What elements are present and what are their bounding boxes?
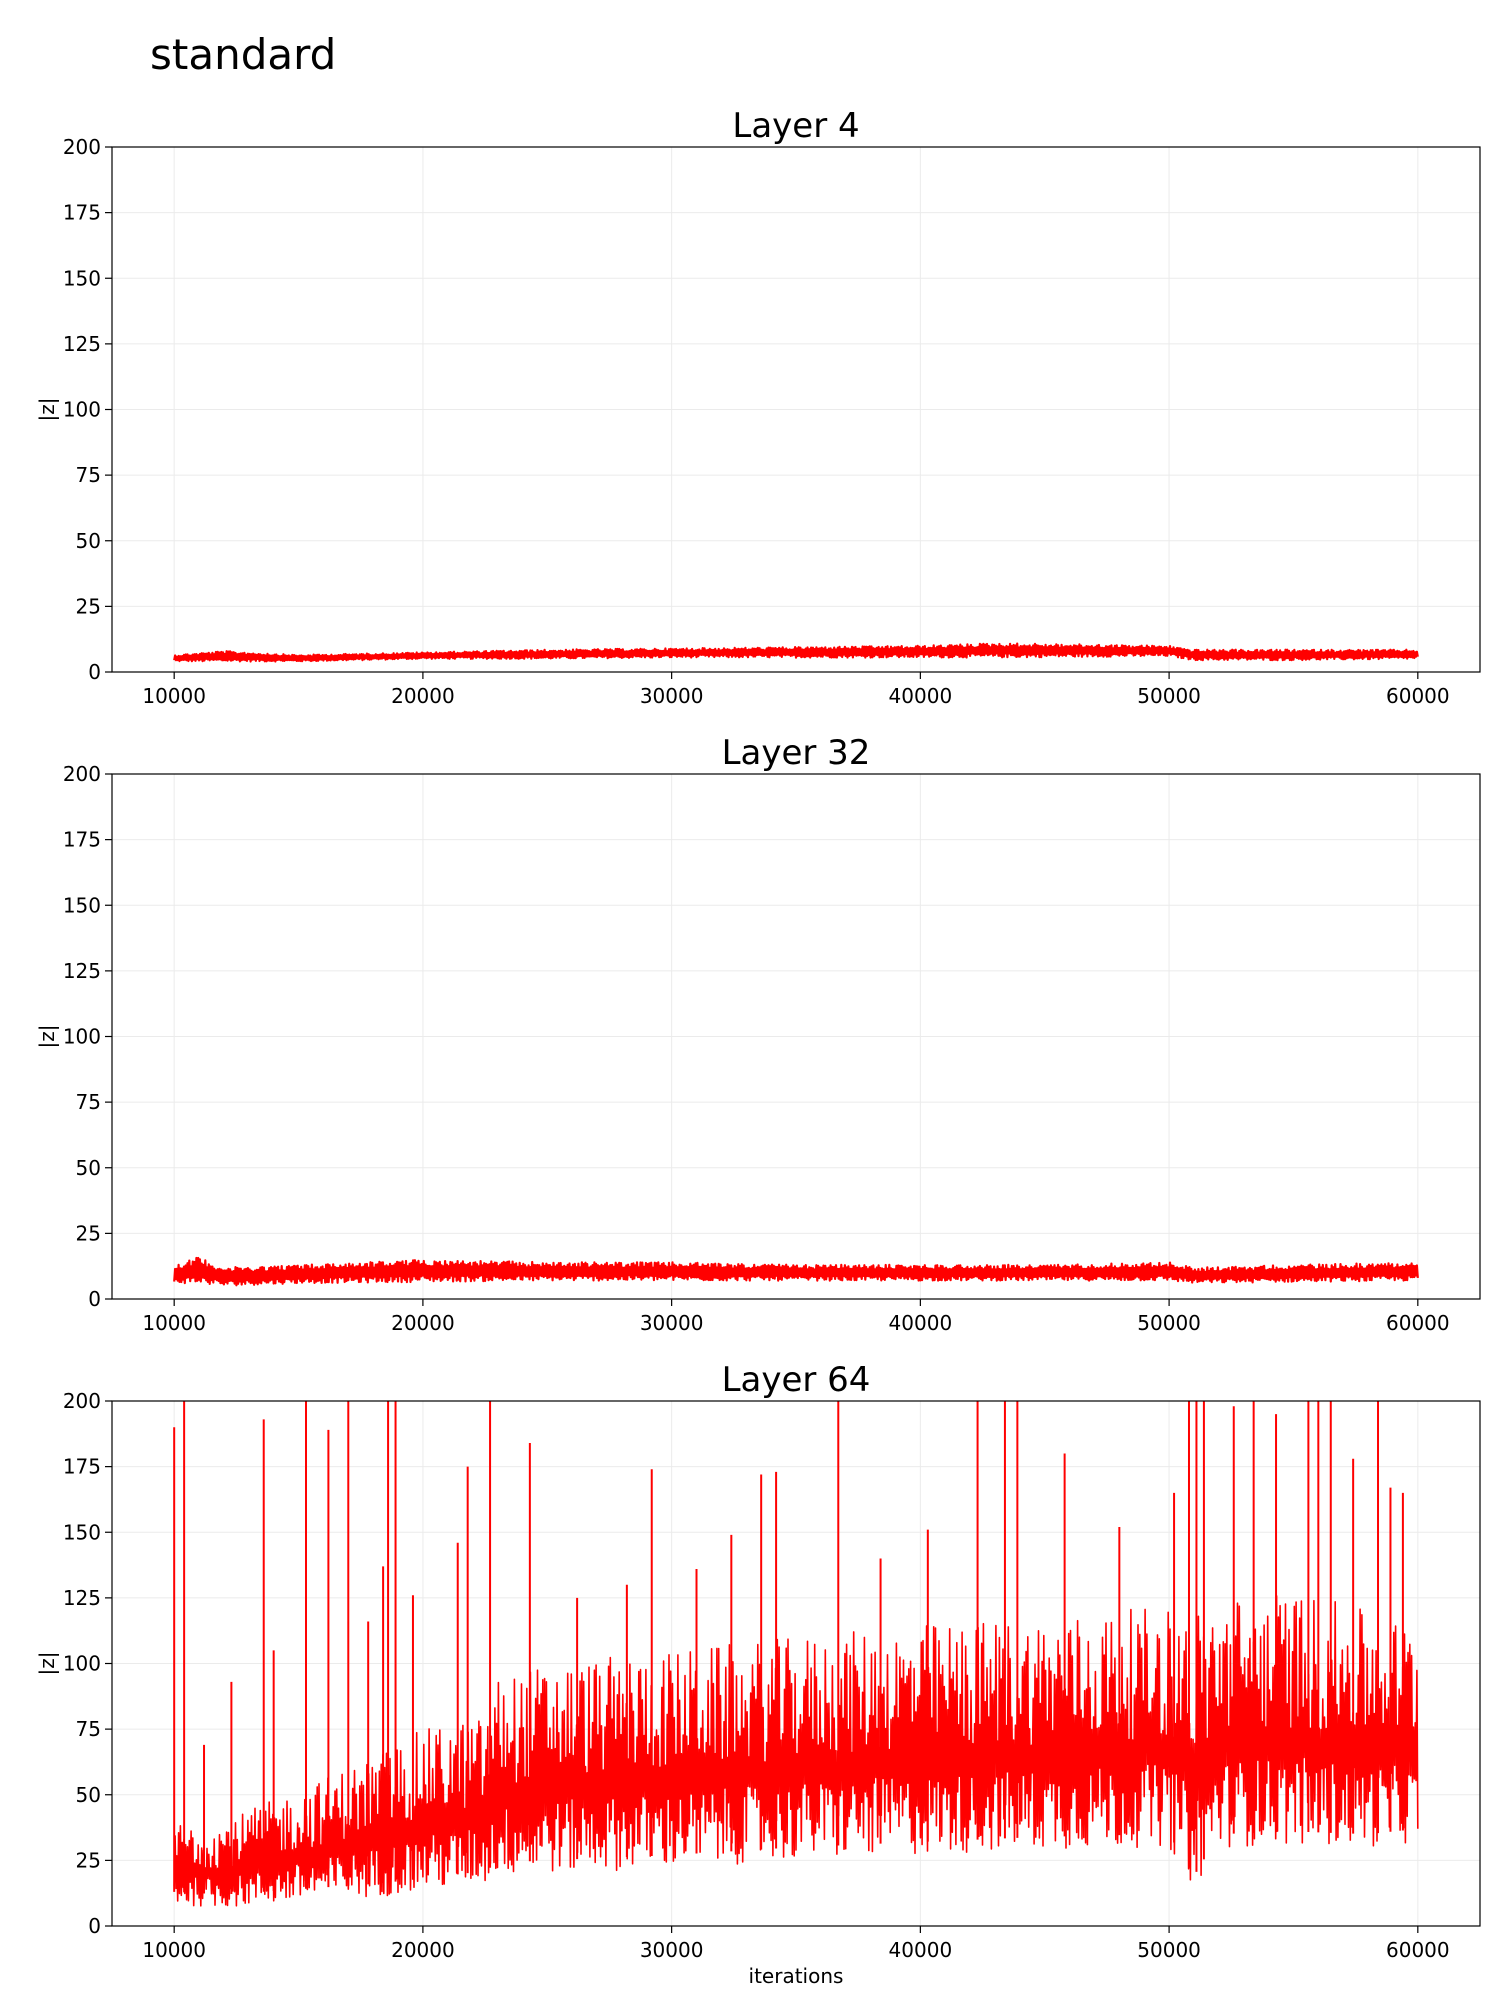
y-tick-label: 150: [63, 266, 101, 290]
y-tick-label: 75: [76, 1717, 101, 1741]
series-plot: [173, 1401, 1419, 1907]
y-tick-label: 0: [88, 1287, 101, 1311]
y-tick-label: 25: [76, 1848, 101, 1872]
x-tick-label: 10000: [142, 684, 206, 708]
y-tick-label: 50: [76, 1783, 101, 1807]
y-tick-label: 150: [63, 893, 101, 917]
x-tick-label: 50000: [1137, 1938, 1201, 1962]
x-tick-label: 60000: [1386, 1938, 1450, 1962]
x-tick-label: 40000: [889, 1938, 953, 1962]
y-tick-label: 100: [63, 1025, 101, 1049]
y-tick-label: 50: [76, 1156, 101, 1180]
x-tick-label: 60000: [1386, 1311, 1450, 1335]
y-axis-label: |z|: [35, 398, 59, 422]
series-line: [173, 1256, 1419, 1287]
y-tick-label: 125: [63, 959, 101, 983]
series-line: [173, 1595, 1419, 1907]
y-tick-label: 25: [76, 594, 101, 618]
figure-title: standard: [150, 30, 337, 79]
y-tick-label: 0: [88, 660, 101, 684]
y-tick-label: 75: [76, 1090, 101, 1114]
x-tick-label: 60000: [1386, 684, 1450, 708]
y-tick-label: 0: [88, 1914, 101, 1938]
y-tick-label: 75: [76, 463, 101, 487]
x-tick-label: 30000: [640, 1311, 704, 1335]
y-tick-label: 25: [76, 1221, 101, 1245]
x-tick-label: 10000: [142, 1311, 206, 1335]
chart-layer-32: 0 25 50 75 100 125 150 175 200 10000 20000 30000 400…: [35, 733, 1481, 1335]
y-tick-label: 125: [63, 332, 101, 356]
panel-title: Layer 64: [722, 1360, 871, 1400]
y-tick-label: 175: [63, 1455, 101, 1479]
y-axis-label: |z|: [35, 1025, 59, 1049]
y-tick-label: 100: [63, 1652, 101, 1676]
x-tick-label: 10000: [142, 1938, 206, 1962]
x-tick-label: 50000: [1137, 684, 1201, 708]
y-axis-label: |z|: [35, 1652, 59, 1676]
x-tick-label: 30000: [640, 1938, 704, 1962]
x-tick-label: 20000: [391, 1311, 455, 1335]
y-tick-label: 150: [63, 1520, 101, 1544]
y-tick-label: 200: [63, 762, 101, 786]
y-tick-label: 125: [63, 1586, 101, 1610]
chart-layer-4: 0 25 50 75 100 125 150 175 200 10000 20000 30000 400…: [35, 106, 1481, 708]
y-tick-label: 175: [63, 201, 101, 225]
y-tick-label: 200: [63, 135, 101, 159]
y-tick-label: 175: [63, 828, 101, 852]
x-axis-label: iterations: [749, 1964, 844, 1988]
y-tick-label: 100: [63, 398, 101, 422]
series-plot: [173, 1256, 1419, 1287]
x-tick-label: 40000: [889, 1311, 953, 1335]
y-tick-label: 50: [76, 529, 101, 553]
panel-title: Layer 4: [732, 106, 859, 146]
y-tick-label: 200: [63, 1389, 101, 1413]
series-plot: [173, 642, 1419, 663]
x-tick-label: 50000: [1137, 1311, 1201, 1335]
x-tick-label: 30000: [640, 684, 704, 708]
x-tick-label: 20000: [391, 684, 455, 708]
x-tick-label: 20000: [391, 1938, 455, 1962]
panel-title: Layer 32: [722, 733, 871, 773]
chart-layer-64: 0 25 50 75 100 125 150 175 200 10000 20000 30000 400…: [35, 1360, 1481, 1988]
x-tick-label: 40000: [889, 684, 953, 708]
series-line: [173, 642, 1419, 663]
